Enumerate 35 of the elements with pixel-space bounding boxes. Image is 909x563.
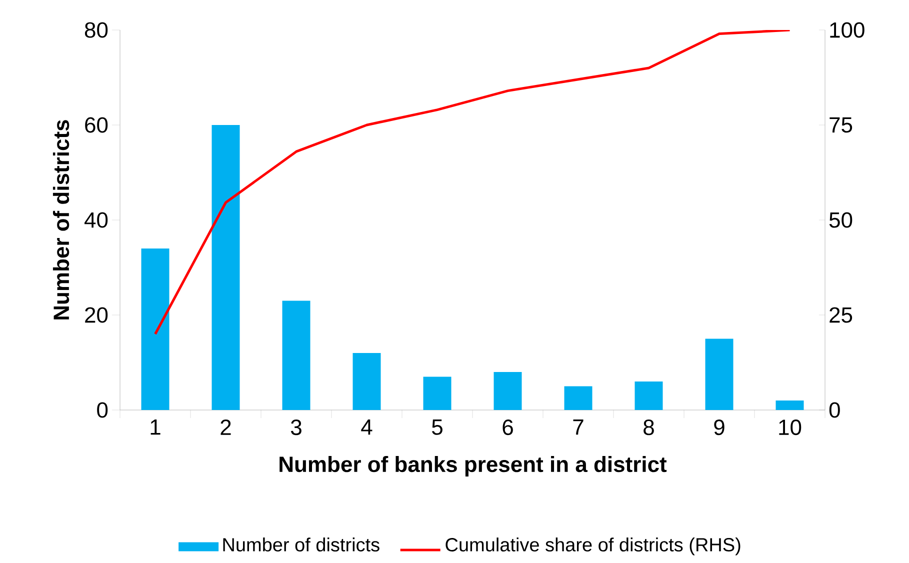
bar	[141, 248, 170, 410]
bar	[352, 353, 381, 410]
bar	[282, 300, 310, 410]
y-tick-label: 40	[84, 212, 108, 228]
x-tick-label: 4	[361, 420, 372, 435]
line-series	[154, 30, 792, 336]
y2-tick-label: 100	[830, 22, 864, 38]
y-tick-label: 20	[85, 307, 108, 323]
y-tick-label: 0	[97, 402, 108, 418]
y2-tick-label: 0	[829, 402, 840, 418]
x-tick-label: 3	[290, 420, 302, 436]
x-tick-label: 10	[779, 420, 802, 436]
y2-tick-label: 50	[829, 212, 852, 228]
bar	[776, 400, 804, 410]
bar	[564, 386, 592, 410]
bar	[705, 338, 734, 410]
x-axis-title: Number of banks present in a district	[280, 456, 667, 476]
x-tick-label: 8	[644, 420, 654, 436]
x-tick-label: 9	[714, 420, 724, 436]
bar	[634, 382, 663, 410]
x-tick-label: 1	[150, 420, 160, 435]
x-tick-label: 7	[573, 420, 584, 435]
x-tick-label: 5	[432, 420, 442, 435]
y-tick-label: 60	[85, 117, 108, 133]
x-tick-label: 6	[502, 420, 513, 436]
x-tick-label: 2	[220, 420, 231, 435]
legend-label: Number of districts	[223, 538, 380, 552]
bar	[423, 376, 452, 410]
bar	[212, 125, 240, 410]
y2-tick-label: 75	[830, 117, 852, 133]
y-axis-title: Number of districts	[52, 120, 70, 320]
bar	[494, 372, 522, 410]
y2-tick-label: 25	[830, 307, 852, 323]
y-tick-label: 80	[84, 22, 108, 38]
legend-label: Cumulative share of districts (RHS)	[446, 538, 740, 556]
